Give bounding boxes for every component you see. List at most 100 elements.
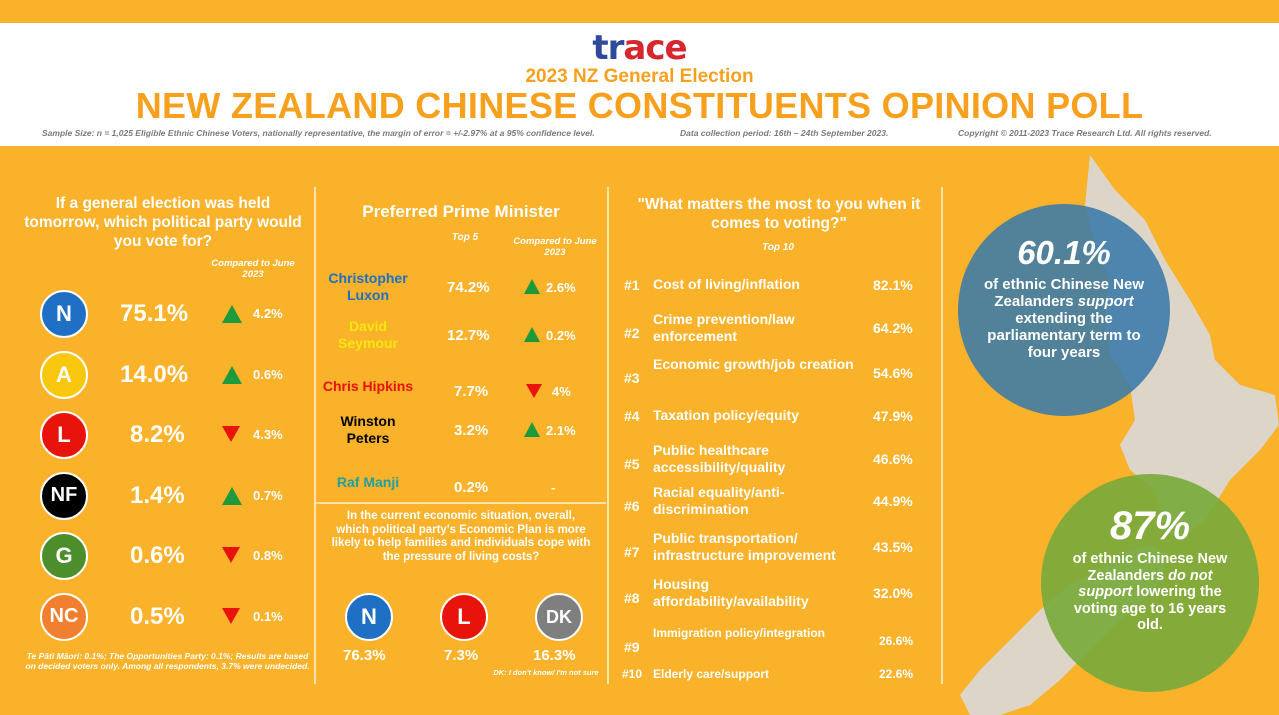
arrow-up-icon	[524, 327, 540, 342]
party-circle-g: G	[40, 532, 88, 580]
party-percentage: 75.1%	[120, 300, 189, 327]
issue-percentage: 46.6%	[873, 451, 913, 467]
arrow-down-icon	[526, 384, 542, 398]
econ-circle-n: N	[345, 593, 393, 641]
page-subtitle: 2023 NZ General Election	[525, 66, 754, 87]
issue-rank: #3	[624, 370, 640, 386]
party-change: 0.8%	[253, 548, 283, 563]
logo-part-2: ace	[623, 28, 687, 68]
copyright-note: Copyright © 2011-2023 Trace Research Ltd…	[958, 128, 1212, 138]
party-change: 0.7%	[253, 487, 283, 503]
issue-name: Crime prevention/law enforcement	[653, 311, 795, 344]
issue-name: Immigration policy/integration	[653, 626, 826, 640]
arrow-down-icon	[222, 426, 240, 442]
party-percentage: 14.0%	[120, 360, 189, 388]
party-percentage: 8.2%	[130, 421, 185, 448]
voting-age-stat-line1: of ethnic Chinese New Zealanders	[1072, 551, 1228, 584]
party-vote-question: If a general election was held tomorrow,…	[24, 195, 302, 250]
party-vote-footnote: Te Pāti Māori: 0.1%; The Opportunities P…	[25, 651, 310, 671]
page-title: NEW ZEALAND CHINESE CONSTITUENTS OPINION…	[135, 85, 1144, 126]
party-change: 4.3%	[253, 427, 283, 442]
issue-rank: #7	[624, 544, 640, 560]
economic-plan-question: In the current economic situation, overa…	[331, 510, 591, 563]
party-circle-nc: NC	[40, 592, 88, 641]
pm-change: -	[551, 480, 556, 495]
arrow-up-icon	[524, 422, 540, 437]
issue-name: Elderly care/support	[653, 667, 770, 681]
preferred-pm-title: Preferred Prime Minister	[362, 202, 560, 221]
term-stat-emphasis: support	[1077, 293, 1134, 310]
arrow-up-icon	[222, 305, 242, 323]
issue-rank: #6	[624, 498, 640, 514]
party-change: 0.6%	[253, 366, 283, 382]
issue-percentage: 43.5%	[873, 539, 913, 555]
issue-rank: #1	[624, 277, 640, 293]
issue-rank: #2	[624, 325, 640, 341]
issue-percentage: 54.6%	[873, 365, 913, 381]
pm-candidate-name: Winston Peters	[340, 413, 396, 446]
issue-name: Economic growth/job creation	[653, 356, 854, 372]
issue-percentage: 82.1%	[873, 277, 913, 293]
party-percentage: 0.6%	[130, 542, 185, 569]
pm-candidate-percentage: 7.7%	[454, 383, 489, 400]
top-strip	[0, 0, 1279, 23]
trace-logo: trace	[0, 28, 1279, 68]
voting-age-stat-line2: lowering the voting age to 16 years old.	[1073, 584, 1227, 633]
pm-change: 0.2%	[546, 328, 576, 343]
term-stat-text: of ethnic Chinese New Zealanders support…	[958, 276, 1170, 361]
pm-change: 2.6%	[546, 280, 576, 295]
econ-circle-l: L	[440, 593, 488, 641]
arrow-up-icon	[222, 486, 242, 505]
logo-part-1: tr	[592, 28, 624, 68]
party-circle-n: N	[40, 290, 88, 338]
issue-rank: #5	[624, 456, 640, 472]
collection-period-note: Data collection period: 16th – 24th Sept…	[680, 128, 889, 138]
arrow-up-icon	[222, 365, 242, 384]
issue-name: Taxation policy/equity	[653, 407, 799, 423]
pm-change: 4%	[552, 384, 571, 399]
party-percentage: 1.4%	[130, 481, 185, 509]
party-circle-a: A	[40, 350, 88, 399]
issue-rank: #10	[622, 667, 643, 681]
econ-percentage: 76.3%	[343, 647, 386, 664]
arrow-down-icon	[222, 547, 240, 563]
econ-circle-dk: DK	[535, 593, 583, 641]
pm-candidate-name: Chris Hipkins	[322, 378, 414, 394]
econ-percentage: 7.3%	[444, 647, 479, 664]
pm-candidate-percentage: 3.2%	[454, 422, 489, 439]
issue-rank: #9	[624, 639, 640, 655]
issues-top-label: Top 10	[762, 242, 794, 253]
term-stat-circle: 60.1% of ethnic Chinese New Zealanders s…	[958, 204, 1170, 416]
party-circle-l: L	[40, 411, 88, 459]
party-circle-nf: NF	[40, 471, 88, 520]
issue-name: Cost of living/inflation	[653, 276, 800, 292]
party-compared-label: Compared to June 2023	[211, 258, 295, 280]
issue-name: Housing affordability/availability	[653, 576, 809, 609]
arrow-down-icon	[222, 607, 240, 624]
issue-percentage: 44.9%	[873, 493, 913, 509]
header: trace 2023 NZ General Election NEW ZEALA…	[0, 23, 1279, 146]
issue-percentage: 26.6%	[879, 634, 914, 648]
issue-percentage: 47.9%	[873, 408, 913, 424]
pm-candidate-percentage: 0.2%	[454, 479, 489, 496]
issue-percentage: 22.6%	[879, 667, 914, 681]
voting-age-stat-emphasis: do not support	[1078, 567, 1213, 601]
issues-question: "What matters the most to you when it co…	[637, 196, 921, 232]
pm-candidate-name: Raf Manji	[336, 474, 400, 490]
column-divider-3	[941, 187, 943, 684]
issue-rank: #8	[624, 590, 640, 606]
party-percentage: 0.5%	[130, 602, 185, 630]
pm-candidate-percentage: 12.7%	[447, 327, 490, 344]
party-change: 0.1%	[253, 608, 283, 624]
pm-top-label: Top 5	[451, 232, 479, 243]
voting-age-stat-circle: 87% of ethnic Chinese New Zealanders do …	[1041, 474, 1259, 692]
pm-candidate-percentage: 74.2%	[447, 279, 490, 296]
pm-candidate-name: Christopher Luxon	[328, 270, 408, 303]
economic-plan-footnote: DK: I don't know/ I'm not sure	[493, 668, 599, 677]
party-change: 4.2%	[253, 306, 283, 321]
pm-compared-label: Compared to June 2023	[513, 236, 597, 258]
voting-age-stat-text: of ethnic Chinese New Zealanders do not …	[1041, 551, 1259, 634]
section-divider	[316, 502, 606, 504]
issue-percentage: 64.2%	[873, 320, 913, 336]
issue-rank: #4	[624, 408, 640, 424]
